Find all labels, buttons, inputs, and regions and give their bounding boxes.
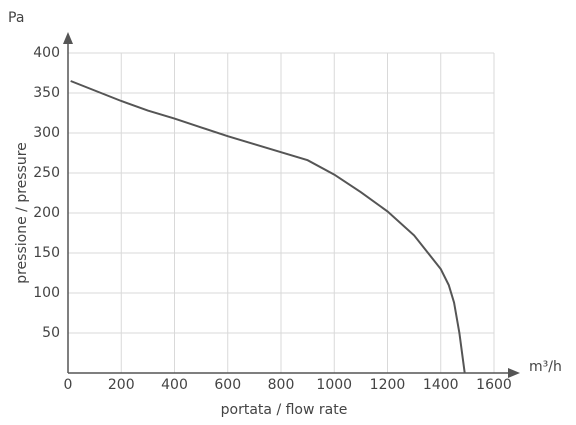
y-axis-label: pressione / pressure bbox=[14, 142, 30, 284]
x-axis-arrow bbox=[508, 368, 520, 378]
x-tick-label: 1000 bbox=[316, 377, 352, 393]
y-tick-label: 100 bbox=[33, 285, 60, 301]
x-tick-label: 1600 bbox=[476, 377, 512, 393]
y-tick-label: 150 bbox=[33, 245, 60, 261]
y-tick-label: 400 bbox=[33, 45, 60, 61]
x-unit: m³/h bbox=[529, 359, 562, 375]
y-tick-label: 50 bbox=[42, 325, 60, 341]
x-tick-label: 400 bbox=[161, 377, 188, 393]
line-series bbox=[70, 80, 466, 374]
y-axis-arrow bbox=[63, 32, 73, 44]
x-tick-label: 0 bbox=[64, 377, 73, 393]
y-tick-label: 200 bbox=[33, 205, 60, 221]
x-tick-label: 600 bbox=[214, 377, 241, 393]
x-tick-label: 200 bbox=[108, 377, 135, 393]
x-tick-label: 1400 bbox=[423, 377, 459, 393]
x-axis-label: portata / flow rate bbox=[221, 402, 348, 418]
y-tick-label: 350 bbox=[33, 85, 60, 101]
y-unit: Pa bbox=[8, 10, 24, 26]
y-tick-label: 300 bbox=[33, 125, 60, 141]
x-tick-label: 1200 bbox=[370, 377, 406, 393]
x-tick-label: 800 bbox=[268, 377, 295, 393]
y-tick-label: 250 bbox=[33, 165, 60, 181]
